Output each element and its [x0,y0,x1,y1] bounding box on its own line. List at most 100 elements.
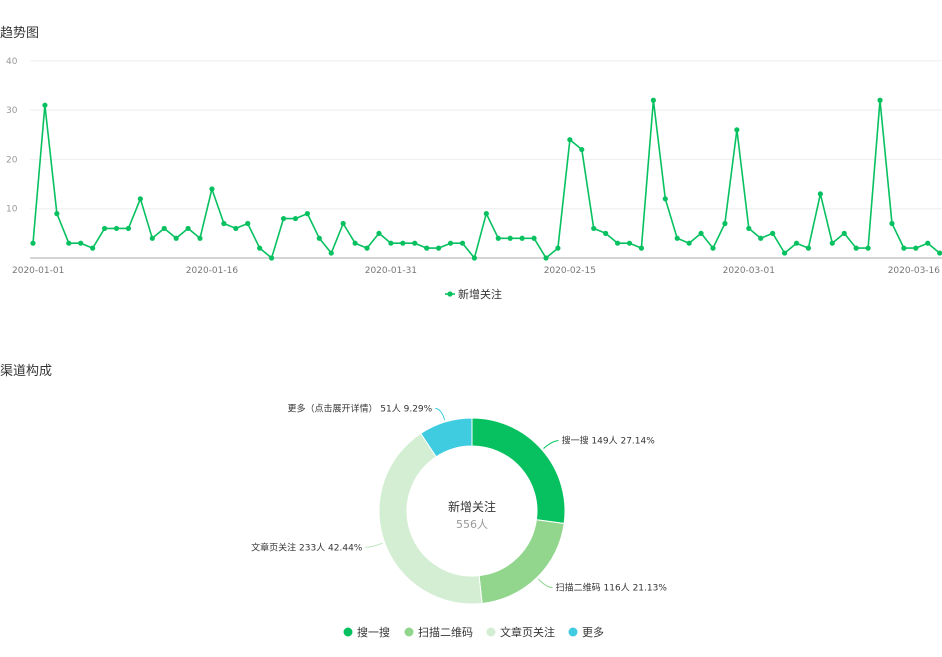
data-point[interactable] [340,220,346,227]
data-point[interactable] [686,240,692,246]
donut-slice[interactable] [378,432,483,605]
data-point[interactable] [149,235,155,241]
data-point[interactable] [388,240,394,246]
data-point[interactable] [209,186,215,192]
data-point[interactable] [113,225,120,232]
data-point[interactable] [722,220,728,227]
data-point[interactable] [459,240,466,246]
legend-label[interactable]: 新增关注 [458,287,502,301]
data-point[interactable] [328,250,334,256]
data-point[interactable] [185,225,191,232]
data-point[interactable] [221,220,227,227]
data-point[interactable] [197,235,203,241]
data-point[interactable] [781,250,788,256]
donut-slice[interactable] [478,519,565,605]
data-point[interactable] [376,230,382,236]
donut-slices[interactable] [378,417,566,605]
data-point[interactable] [66,240,72,246]
data-point[interactable] [591,225,597,232]
data-point[interactable] [257,245,263,251]
data-point[interactable] [746,225,752,232]
data-point[interactable] [90,245,96,251]
data-point[interactable] [42,102,48,108]
data-point[interactable] [853,245,859,251]
data-point[interactable] [424,245,430,251]
data-point[interactable] [280,215,287,222]
data-point[interactable] [161,225,167,232]
data-point[interactable] [304,211,310,217]
data-point[interactable] [54,211,60,217]
donut-legend[interactable]: 搜一搜 扫描二维码 文章页关注 更多 [343,625,605,639]
data-point[interactable] [125,225,132,232]
data-point[interactable] [78,240,84,246]
data-point[interactable] [889,220,895,227]
data-point[interactable] [316,235,322,241]
data-point[interactable] [507,235,513,241]
data-point[interactable] [805,245,812,251]
line-legend[interactable]: 新增关注 [445,287,502,301]
data-point[interactable] [674,235,680,241]
data-point[interactable] [400,240,406,246]
data-point[interactable] [913,245,919,251]
callout-line [365,542,383,548]
data-point[interactable] [770,230,776,236]
data-point[interactable] [925,240,931,246]
data-point[interactable] [412,240,418,246]
data-point[interactable] [292,215,299,222]
data-point[interactable] [626,240,633,246]
data-point[interactable] [555,245,561,251]
data-point[interactable] [937,250,942,256]
donut-slice[interactable] [471,417,566,525]
data-point[interactable] [495,235,501,241]
x-tick-label: 2020-03-16 [888,266,941,276]
legend-label[interactable]: 更多 [582,625,604,639]
data-point[interactable] [734,127,740,133]
data-point[interactable] [841,230,847,236]
data-point[interactable] [519,235,525,241]
data-point[interactable] [483,211,489,217]
data-point[interactable] [793,240,800,246]
data-point[interactable] [543,255,549,261]
data-point[interactable] [698,230,704,236]
data-point[interactable] [901,245,907,251]
donut-slice[interactable] [420,417,473,458]
data-point[interactable] [579,146,585,153]
data-point[interactable] [650,97,656,103]
legend-label[interactable]: 扫描二维码 [418,625,473,639]
data-point[interactable] [829,240,835,246]
legend-dot-swatch [447,291,453,297]
data-point[interactable] [865,245,871,251]
data-point[interactable] [364,245,370,251]
data-point[interactable] [30,240,36,246]
data-point[interactable] [614,240,621,246]
data-point[interactable] [662,196,668,202]
data-point[interactable] [603,230,609,236]
data-point[interactable] [710,245,716,251]
data-point[interactable] [233,225,239,232]
data-point[interactable] [447,240,454,246]
legend-label[interactable]: 搜一搜 [357,625,390,639]
data-point[interactable] [436,245,442,251]
x-tick-label: 2020-02-15 [544,266,596,276]
data-point[interactable] [352,240,358,246]
data-point[interactable] [101,225,108,232]
data-point[interactable] [471,255,478,261]
data-point[interactable] [877,97,883,103]
legend-swatch [486,627,496,637]
callout-line [543,440,559,449]
callout-label: 扫描二维码 116人 21.13% [556,582,668,594]
x-tick-label: 2020-01-31 [365,266,417,276]
data-point[interactable] [269,255,275,261]
data-point[interactable] [137,196,143,202]
channel-section-title: 渠道构成 [0,364,53,379]
legend-label[interactable]: 文章页关注 [500,625,555,639]
data-point[interactable] [567,137,573,143]
data-point[interactable] [817,191,823,197]
data-point[interactable] [638,245,645,251]
donut-center: 新增关注 556人 [448,499,496,531]
data-point[interactable] [531,235,537,241]
data-point[interactable] [173,235,179,241]
data-point[interactable] [758,235,764,241]
data-point[interactable] [245,220,251,227]
